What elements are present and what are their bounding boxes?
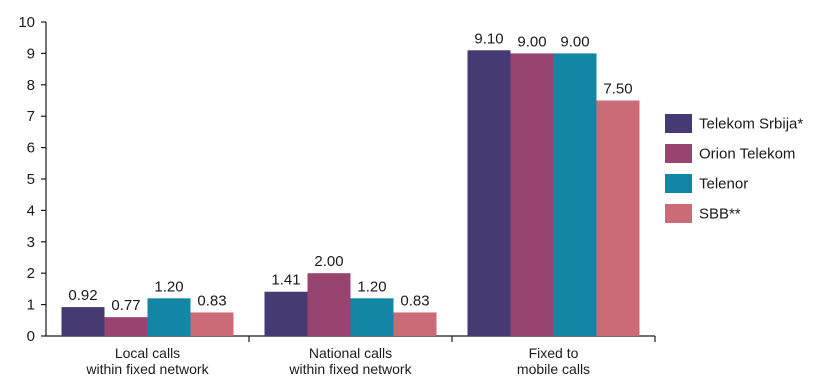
bar-value-label: 0.83 <box>197 292 226 309</box>
legend-label: Telenor <box>699 176 748 193</box>
y-tick-label: 7 <box>27 108 35 125</box>
bars <box>61 50 640 337</box>
bar <box>596 100 640 336</box>
bar <box>393 312 437 336</box>
bar <box>510 53 554 337</box>
bar-value-label: 0.83 <box>400 292 429 309</box>
bar <box>264 291 308 336</box>
x-category-label: within fixed network <box>85 361 209 377</box>
y-tick-label: 10 <box>18 14 35 31</box>
bar <box>147 298 191 336</box>
data-labels: 0.92 0.77 1.20 0.83 1.41 2.00 1.20 0.83 9.10 9.00… <box>68 30 632 314</box>
bar <box>350 298 394 336</box>
y-tick-label: 9 <box>27 45 35 62</box>
bar-value-label: 2.00 <box>314 253 343 270</box>
x-category-label: Local calls <box>115 345 180 361</box>
x-category-label: National calls <box>309 345 392 361</box>
legend-swatch <box>665 114 692 133</box>
legend-label: SBB** <box>699 206 741 223</box>
legend-label: Orion Telekom <box>699 146 795 163</box>
bar <box>553 53 597 337</box>
y-tick-label: 2 <box>27 265 35 282</box>
bar <box>190 312 234 336</box>
bar-value-label: 9.10 <box>474 30 503 47</box>
x-category-label: Fixed to <box>529 345 579 361</box>
bar-value-label: 9.00 <box>560 33 589 50</box>
y-tick-label: 6 <box>27 140 35 157</box>
legend-swatch <box>665 174 692 193</box>
legend-swatch <box>665 144 692 163</box>
y-tick-label: 0 <box>27 328 35 345</box>
y-tick-label: 5 <box>27 171 35 188</box>
y-tick-label: 3 <box>27 234 35 251</box>
y-tick-label: 1 <box>27 297 35 314</box>
x-category-label: mobile calls <box>517 361 590 377</box>
x-category-label: within fixed network <box>288 361 412 377</box>
bar-value-label: 7.50 <box>603 81 632 98</box>
bar-value-label: 0.92 <box>68 287 97 304</box>
bar-value-label: 9.00 <box>517 33 546 50</box>
bar <box>307 273 351 336</box>
bar <box>467 50 511 336</box>
y-tick-label: 4 <box>27 202 35 219</box>
bar <box>104 317 148 336</box>
legend: Telekom Srbija* Orion Telekom Telenor SBB** <box>665 114 803 223</box>
legend-swatch <box>665 204 692 223</box>
bar-value-label: 1.41 <box>271 272 300 289</box>
bar <box>61 307 105 336</box>
bar-value-label: 0.77 <box>111 297 140 314</box>
bar-value-label: 1.20 <box>154 278 183 295</box>
bar-value-label: 1.20 <box>357 278 386 295</box>
y-tick-label: 8 <box>27 77 35 94</box>
legend-label: Telekom Srbija* <box>699 116 803 133</box>
